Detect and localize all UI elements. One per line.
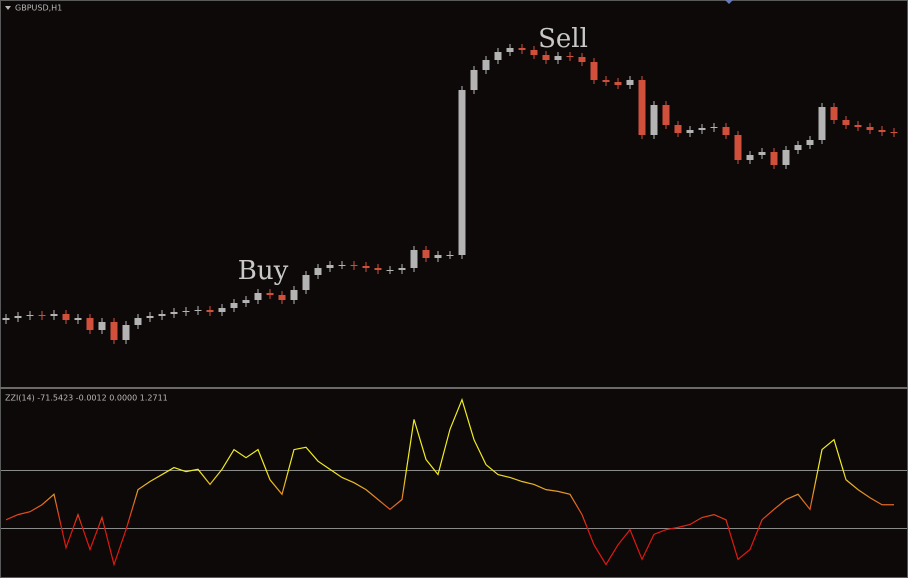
candle-body <box>746 155 754 160</box>
candle-body <box>662 105 670 125</box>
candle-body <box>470 70 478 90</box>
candle-body <box>494 52 502 60</box>
candle-body <box>290 290 298 300</box>
candle-body <box>254 293 262 300</box>
symbol-title: GBPUSD,H1 <box>15 4 62 13</box>
candle-body <box>314 268 322 275</box>
candle-body <box>86 318 94 330</box>
candle-body <box>98 322 106 330</box>
candle-body <box>566 56 574 57</box>
candle-body <box>542 55 550 60</box>
candle-body <box>698 128 706 130</box>
candle-body <box>182 311 190 312</box>
indicator-line <box>5 397 894 567</box>
candle-body <box>866 127 874 130</box>
candle-body <box>302 275 310 290</box>
candle-body <box>590 62 598 80</box>
menu-arrow[interactable] <box>5 6 11 10</box>
candle-body <box>26 315 34 316</box>
candle-body <box>530 50 538 55</box>
candle-body <box>386 270 394 271</box>
candle-body <box>458 90 466 255</box>
candle-body <box>74 318 82 320</box>
candle-body <box>626 80 634 85</box>
sell-label: Sell <box>538 24 588 54</box>
candle-body <box>770 152 778 165</box>
candle-body <box>230 303 238 308</box>
candle-body <box>50 314 58 316</box>
candle-body <box>110 322 118 340</box>
candle-body <box>134 318 142 325</box>
candle-body <box>650 105 658 135</box>
candle-body <box>218 308 226 312</box>
indicator-title: ZZI(14) -71.5423 -0.0012 0.0000 1.2711 <box>5 394 168 403</box>
candle-body <box>722 127 730 135</box>
candle-body <box>398 268 406 270</box>
candle-body <box>242 300 250 303</box>
candle-body <box>350 265 358 266</box>
candle-body <box>518 48 526 50</box>
candle-body <box>602 80 610 82</box>
candle-body <box>830 107 838 120</box>
candle-body <box>554 56 562 60</box>
candle-body <box>122 325 130 340</box>
candle-body <box>842 120 850 125</box>
candle-body <box>338 265 346 266</box>
shift-marker <box>725 0 733 4</box>
candle-body <box>434 255 442 258</box>
candle-body <box>782 150 790 165</box>
candle-body <box>170 312 178 314</box>
buy-label: Buy <box>238 256 289 286</box>
candle-body <box>374 268 382 270</box>
candle-body <box>38 315 46 316</box>
candle-body <box>758 152 766 155</box>
candle-body <box>806 140 814 145</box>
candle-body <box>62 314 70 320</box>
candle-body <box>422 250 430 258</box>
candle-body <box>674 125 682 133</box>
candle-body <box>578 57 586 62</box>
candle-body <box>410 250 418 268</box>
candle-body <box>734 135 742 160</box>
candle-body <box>638 80 646 135</box>
candle-body <box>326 265 334 268</box>
candle-body <box>506 48 514 52</box>
candle-body <box>878 130 886 132</box>
candle-body <box>818 107 826 140</box>
indicator-panel <box>1 397 907 567</box>
price-panel <box>2 44 898 344</box>
candle-body <box>362 266 370 268</box>
candle-body <box>146 316 154 318</box>
candle-body <box>710 127 718 128</box>
candle-body <box>266 293 274 295</box>
candle-body <box>206 310 214 312</box>
candle-body <box>278 295 286 300</box>
candle-body <box>890 132 898 133</box>
candle-body <box>446 255 454 256</box>
candle-body <box>2 318 10 320</box>
candle-body <box>194 310 202 311</box>
candle-body <box>14 316 22 318</box>
candle-body <box>158 314 166 316</box>
candle-body <box>482 60 490 70</box>
candle-body <box>614 82 622 85</box>
candle-body <box>794 145 802 150</box>
candle-body <box>686 130 694 133</box>
candle-body <box>854 125 862 127</box>
